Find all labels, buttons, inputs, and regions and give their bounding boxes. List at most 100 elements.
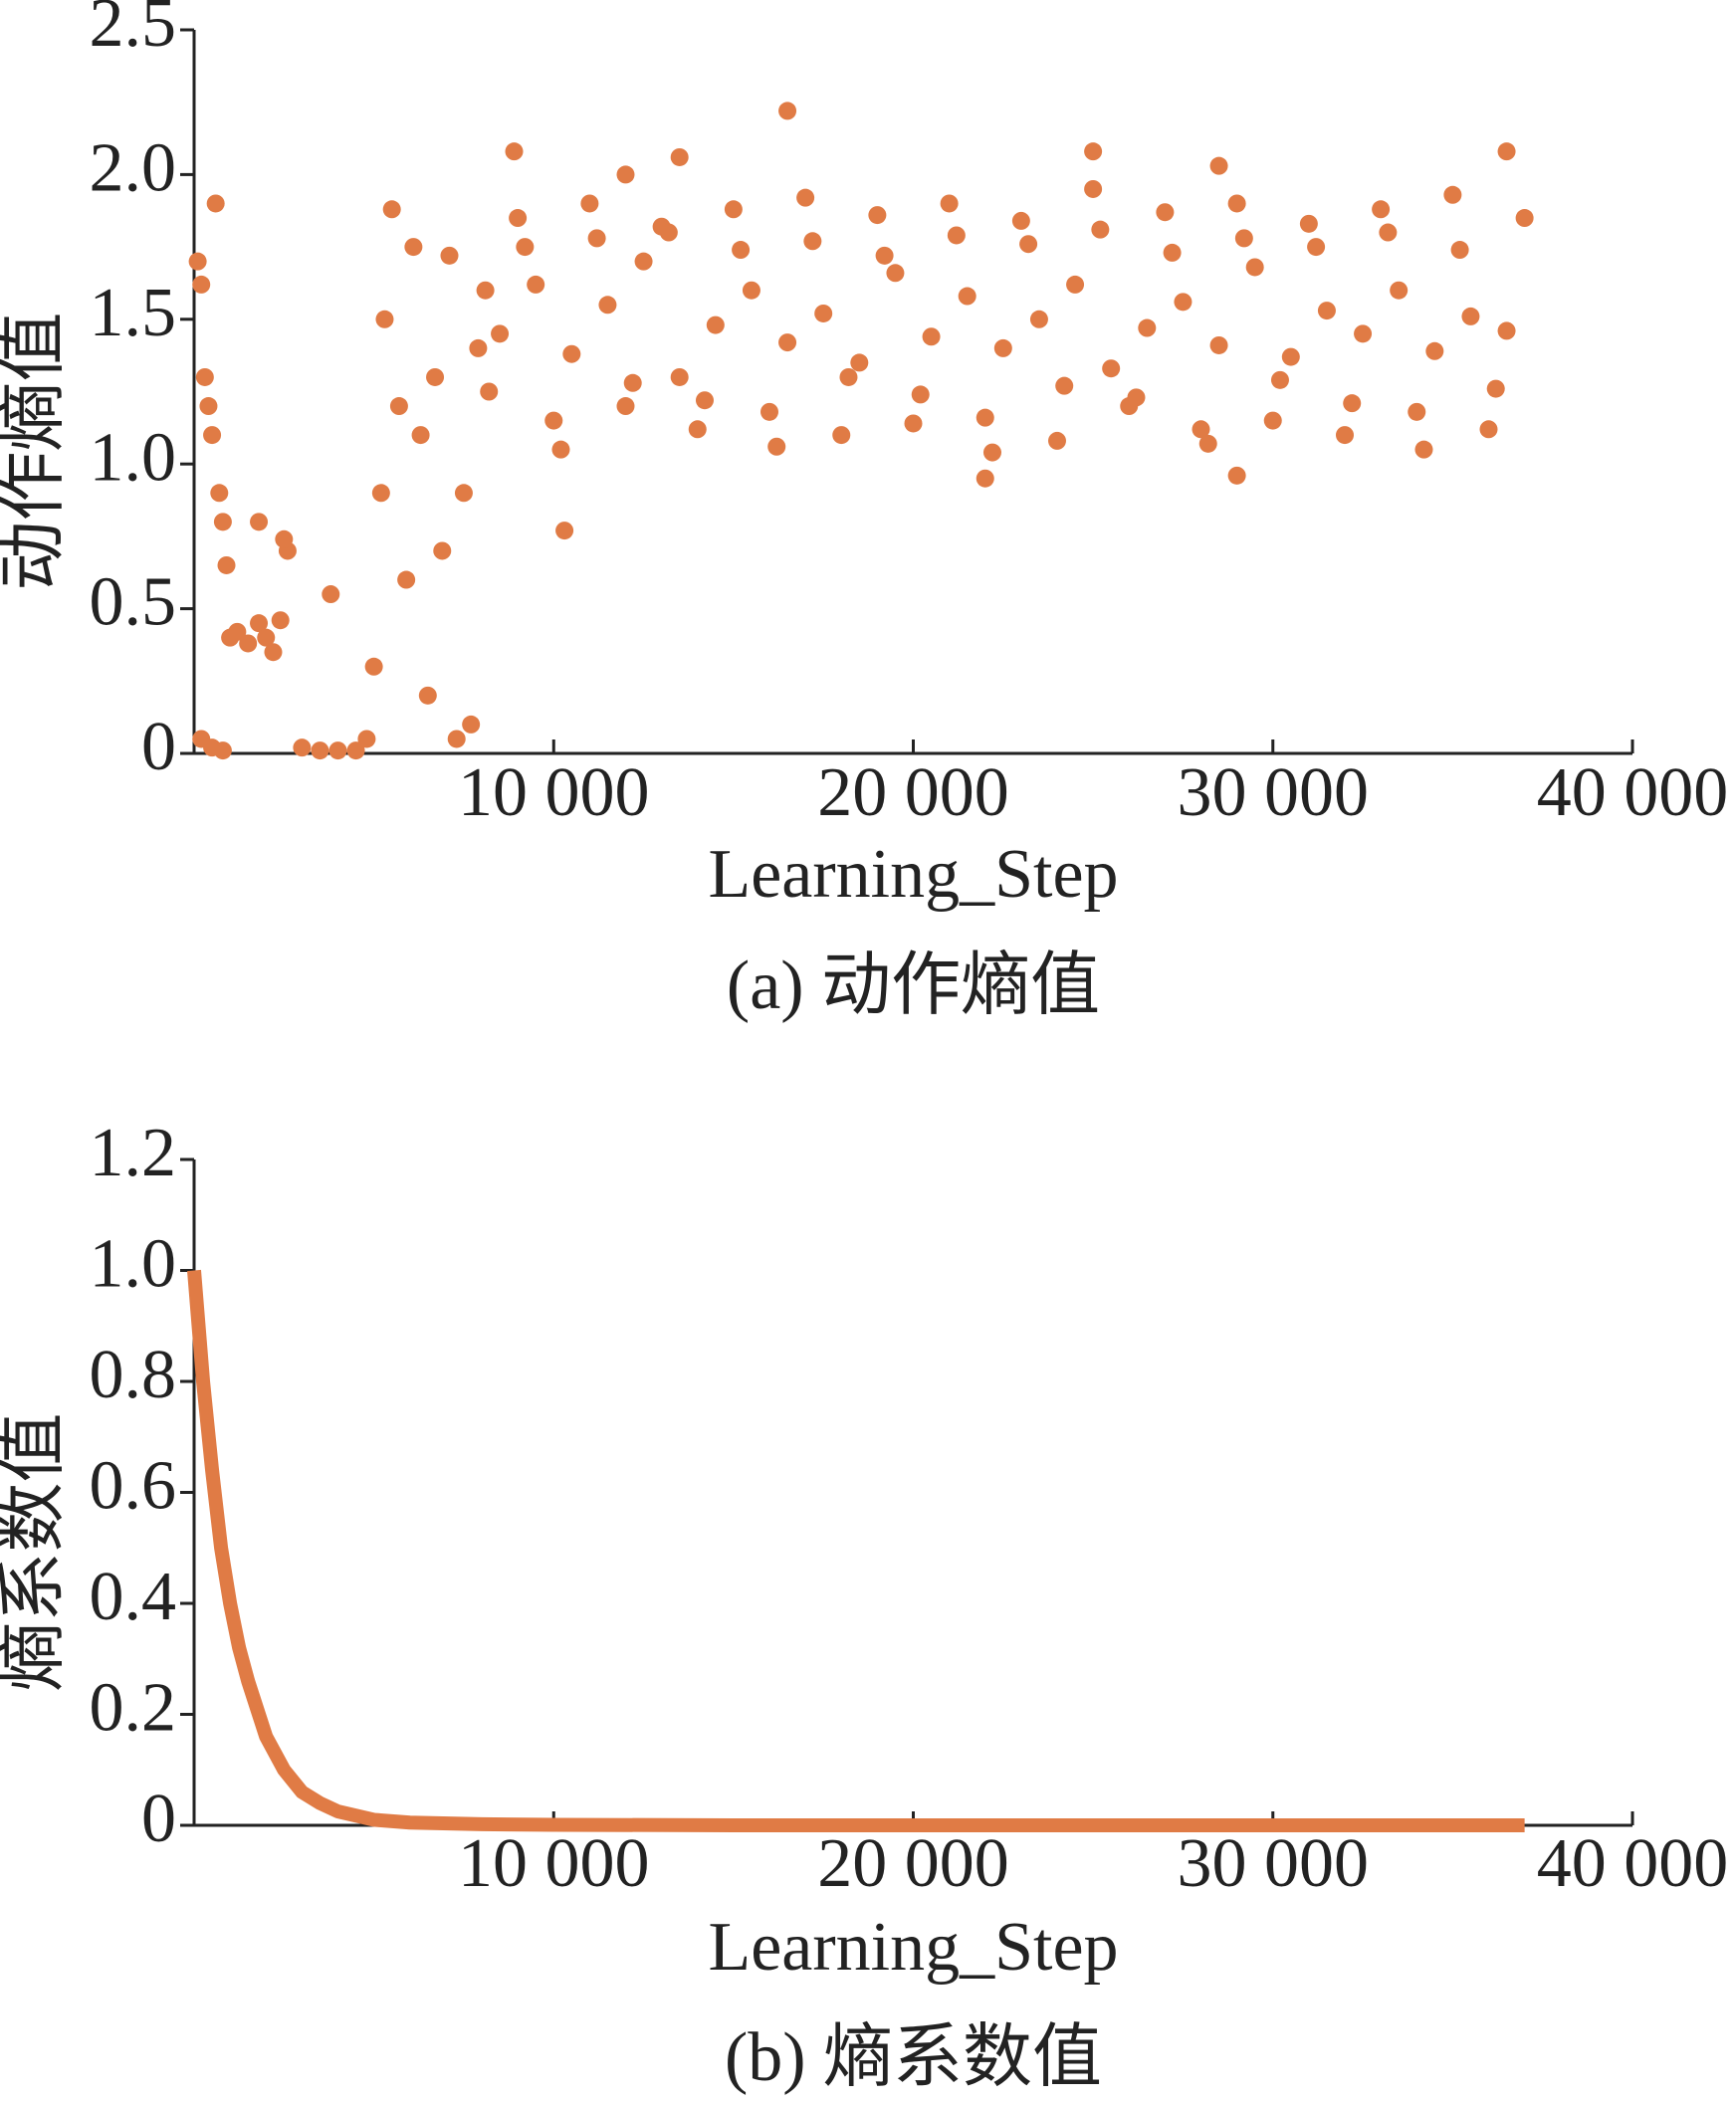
point — [1479, 420, 1498, 439]
point — [491, 324, 510, 343]
point — [1227, 466, 1246, 485]
point — [1270, 370, 1289, 389]
point — [1127, 388, 1146, 407]
x-tick-label: 30 000 — [1178, 754, 1370, 831]
point — [1461, 307, 1480, 325]
point — [1209, 335, 1228, 354]
point — [1372, 200, 1391, 219]
point — [217, 555, 236, 574]
point — [868, 206, 887, 225]
point — [803, 232, 822, 251]
point — [544, 411, 563, 430]
point — [1163, 243, 1182, 262]
point — [778, 333, 797, 352]
point — [480, 382, 499, 401]
point — [706, 316, 725, 334]
point — [1055, 376, 1074, 395]
point — [505, 142, 524, 161]
point — [389, 397, 408, 416]
point — [724, 200, 743, 219]
point — [839, 367, 858, 386]
y-tick-label: 2.5 — [90, 0, 177, 62]
point — [188, 252, 207, 271]
point — [623, 373, 642, 392]
point — [1299, 214, 1318, 233]
point — [551, 440, 570, 459]
point — [397, 570, 416, 589]
point — [587, 229, 606, 248]
y-axis-title: 动作熵值 — [0, 313, 72, 591]
point — [904, 414, 923, 433]
y-tick-label: 0.2 — [90, 1670, 177, 1747]
x-tick-label: 40 000 — [1537, 1825, 1729, 1902]
point — [659, 223, 678, 242]
point — [275, 529, 294, 548]
point — [210, 484, 229, 503]
point — [375, 310, 394, 328]
point — [440, 246, 459, 265]
point — [257, 628, 276, 647]
point — [1281, 347, 1300, 366]
point — [976, 469, 994, 488]
point — [1209, 156, 1228, 175]
point — [195, 367, 214, 386]
point — [1343, 394, 1362, 413]
y-tick-label: 1.5 — [90, 275, 177, 351]
line — [187, 1269, 1525, 1832]
point — [982, 443, 1001, 462]
point — [580, 194, 599, 213]
point — [213, 741, 232, 760]
point — [767, 437, 786, 456]
point — [695, 391, 714, 410]
x-tick-label: 10 000 — [458, 1825, 650, 1902]
point — [886, 264, 905, 283]
point — [527, 275, 545, 294]
x-axis-title: Learning_Step — [708, 1909, 1118, 1986]
point — [958, 287, 976, 306]
point — [1336, 426, 1354, 445]
point — [796, 188, 815, 207]
point — [250, 513, 269, 531]
point — [1390, 281, 1409, 300]
point — [206, 194, 225, 213]
point — [411, 426, 430, 445]
point — [1497, 321, 1516, 340]
point — [1011, 211, 1030, 230]
point — [1354, 324, 1373, 343]
point — [469, 338, 488, 357]
point — [940, 194, 959, 213]
y-tick-label: 2.0 — [90, 129, 177, 206]
point — [228, 622, 247, 641]
y-tick-label: 0.5 — [90, 564, 177, 641]
point — [462, 715, 481, 734]
y-tick-label: 0.8 — [90, 1337, 177, 1413]
point — [634, 252, 653, 271]
point — [1156, 203, 1175, 222]
point — [760, 402, 778, 421]
point — [1084, 142, 1103, 161]
x-tick-label: 40 000 — [1537, 754, 1729, 831]
point — [1048, 431, 1066, 450]
x-axis-title: Learning_Step — [708, 836, 1118, 913]
point — [476, 281, 495, 300]
point — [1138, 318, 1157, 337]
point — [1019, 235, 1038, 254]
point — [616, 165, 635, 184]
point — [433, 541, 452, 560]
y-tick-label: 0.6 — [90, 1448, 177, 1525]
point — [454, 484, 473, 503]
point — [1192, 420, 1210, 439]
point — [1263, 411, 1282, 430]
point — [213, 513, 232, 531]
point — [203, 426, 222, 445]
point — [1515, 209, 1534, 228]
point — [239, 634, 258, 653]
point — [616, 397, 635, 416]
point — [911, 385, 930, 404]
point — [1408, 402, 1426, 421]
point — [1102, 359, 1121, 378]
y-tick-label: 1.0 — [90, 1226, 177, 1303]
point — [1066, 275, 1085, 294]
point — [382, 200, 401, 219]
